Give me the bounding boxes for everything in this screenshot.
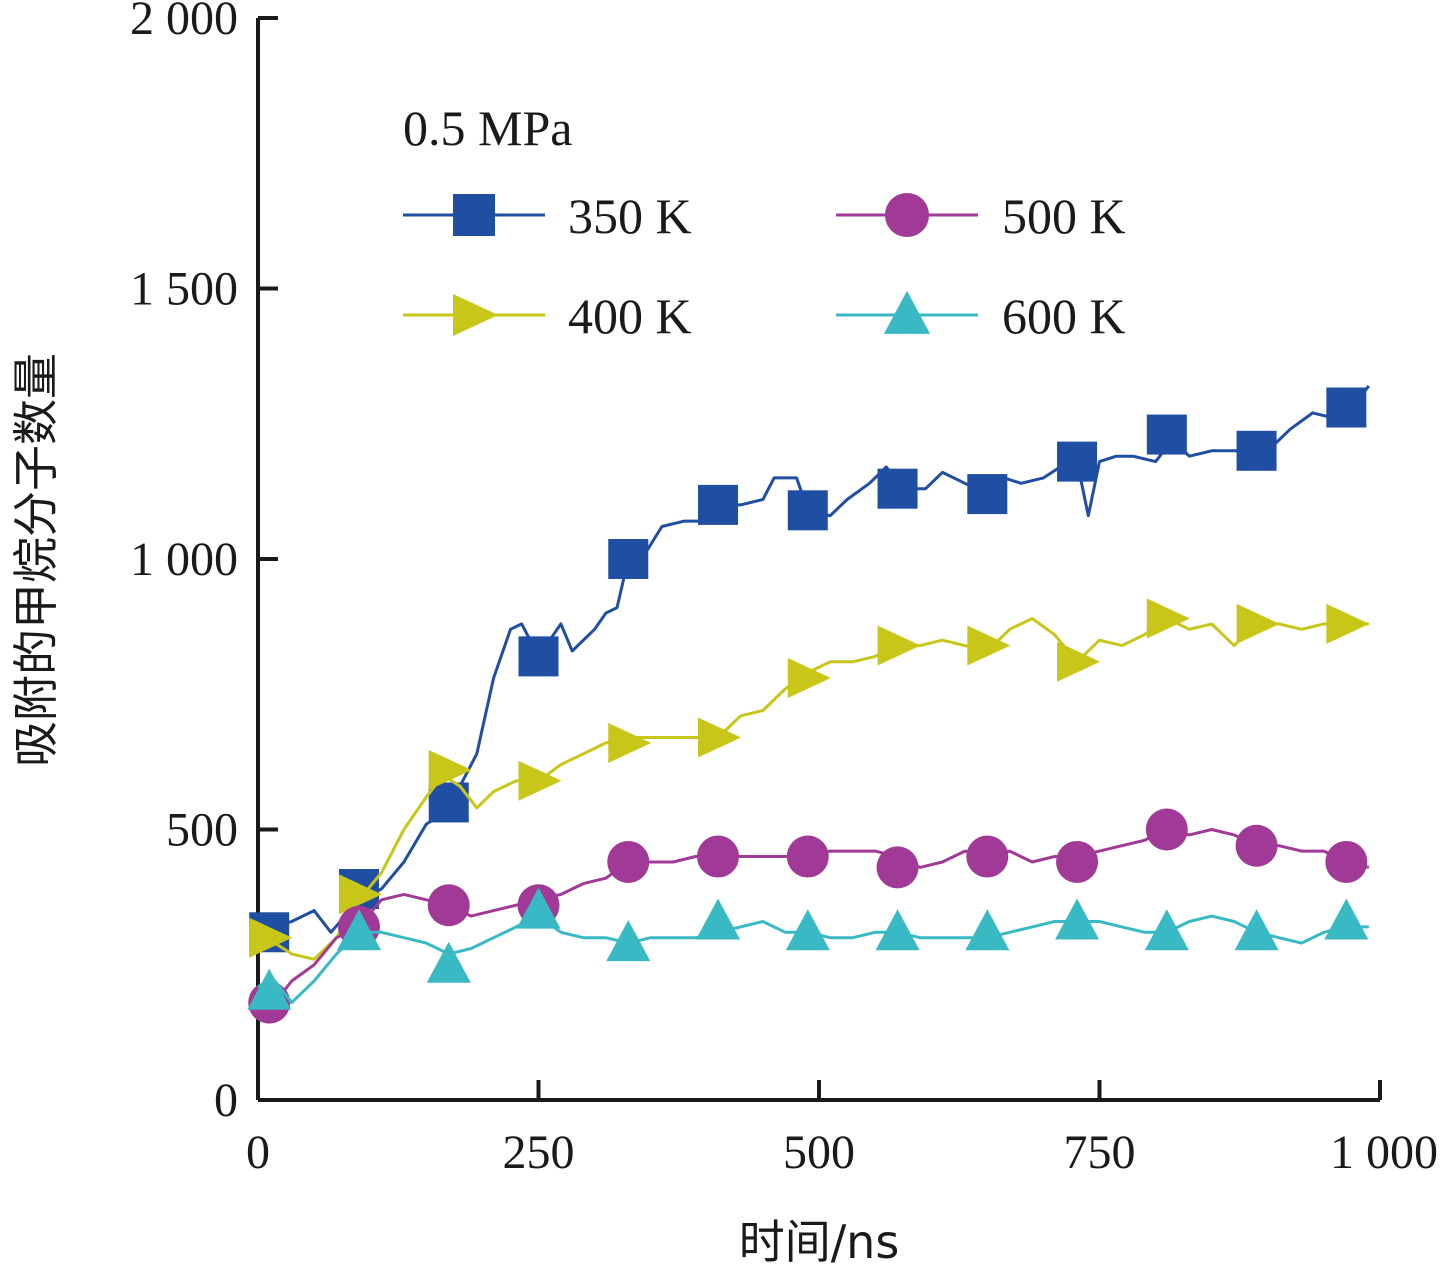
data-point [966,835,1009,878]
data-point [1325,840,1368,883]
data-point [249,917,293,958]
data-point [698,717,742,758]
data-point [1326,603,1370,644]
series-line [257,617,1369,961]
y-tick-label: 1 500 [130,263,238,316]
data-point [875,909,920,951]
data-point [1236,430,1277,471]
data-point [785,909,830,951]
x-tick-label: 0 [246,1126,270,1179]
data-point [877,468,918,509]
data-point [247,968,292,1010]
data-point [697,835,740,878]
legend-item: 500 K [836,188,1126,244]
data-point [1146,598,1190,639]
legend-label: 600 K [1002,288,1126,344]
data-point [1324,898,1369,940]
data-point [426,941,471,983]
data-point [516,887,561,929]
data-point [1145,808,1188,851]
series-1 [249,598,1370,961]
x-tick-label: 1 000 [1330,1126,1438,1179]
data-point [1144,909,1189,951]
data-point [696,898,741,940]
y-tick-label: 1 000 [130,533,238,586]
x-tick-label: 500 [783,1126,855,1179]
data-point [698,484,739,525]
y-tick-label: 500 [166,804,238,857]
axes: 0 500 1 000 1 500 2 000 0 250 500 750 1 000 [130,0,1438,1179]
data-point [1234,909,1279,951]
data-point [786,835,829,878]
data-point [608,539,649,579]
data-point [1326,387,1367,428]
legend-marker [883,290,931,334]
legend-item: 400 K [403,288,692,344]
legend: 0.5 MPa 350 K 400 K 500 K 600 K [403,100,1126,344]
x-axis-title: 时间/ns [739,1215,900,1269]
data-point [967,474,1008,515]
legend-title: 0.5 MPa [403,100,572,156]
legend-item: 600 K [836,288,1126,344]
legend-label: 500 K [1002,188,1126,244]
series-layer [247,384,1370,1024]
data-point [427,884,470,927]
data-point [1055,898,1100,940]
data-point [1235,824,1278,867]
legend-item: 350 K [403,188,692,244]
data-point [787,658,831,699]
y-tick-label: 2 000 [130,0,238,45]
legend-marker [453,194,495,236]
data-point [607,840,650,883]
x-tick-label: 250 [503,1126,575,1179]
legend-label: 400 K [568,288,692,344]
data-point [1056,840,1099,883]
data-point [518,760,562,801]
data-point [1057,641,1101,682]
data-point [336,909,381,951]
legend-label: 350 K [568,188,692,244]
data-point [608,722,652,763]
data-point [876,846,919,889]
data-point [1236,603,1280,644]
data-point [965,909,1010,951]
data-point [787,490,828,531]
y-axis-title: 吸附的甲烷分子数量 [9,353,63,767]
legend-marker [453,294,499,336]
legend-marker [884,192,930,238]
data-point [428,749,472,790]
y-tick-label: 0 [214,1074,238,1127]
data-point [967,625,1011,666]
data-point [877,625,921,666]
data-point [606,920,651,962]
data-point [1057,441,1098,482]
data-point [1146,414,1187,455]
data-point [338,874,382,915]
series-3 [247,887,1369,1010]
x-tick-label: 750 [1064,1126,1136,1179]
data-point [518,636,559,677]
